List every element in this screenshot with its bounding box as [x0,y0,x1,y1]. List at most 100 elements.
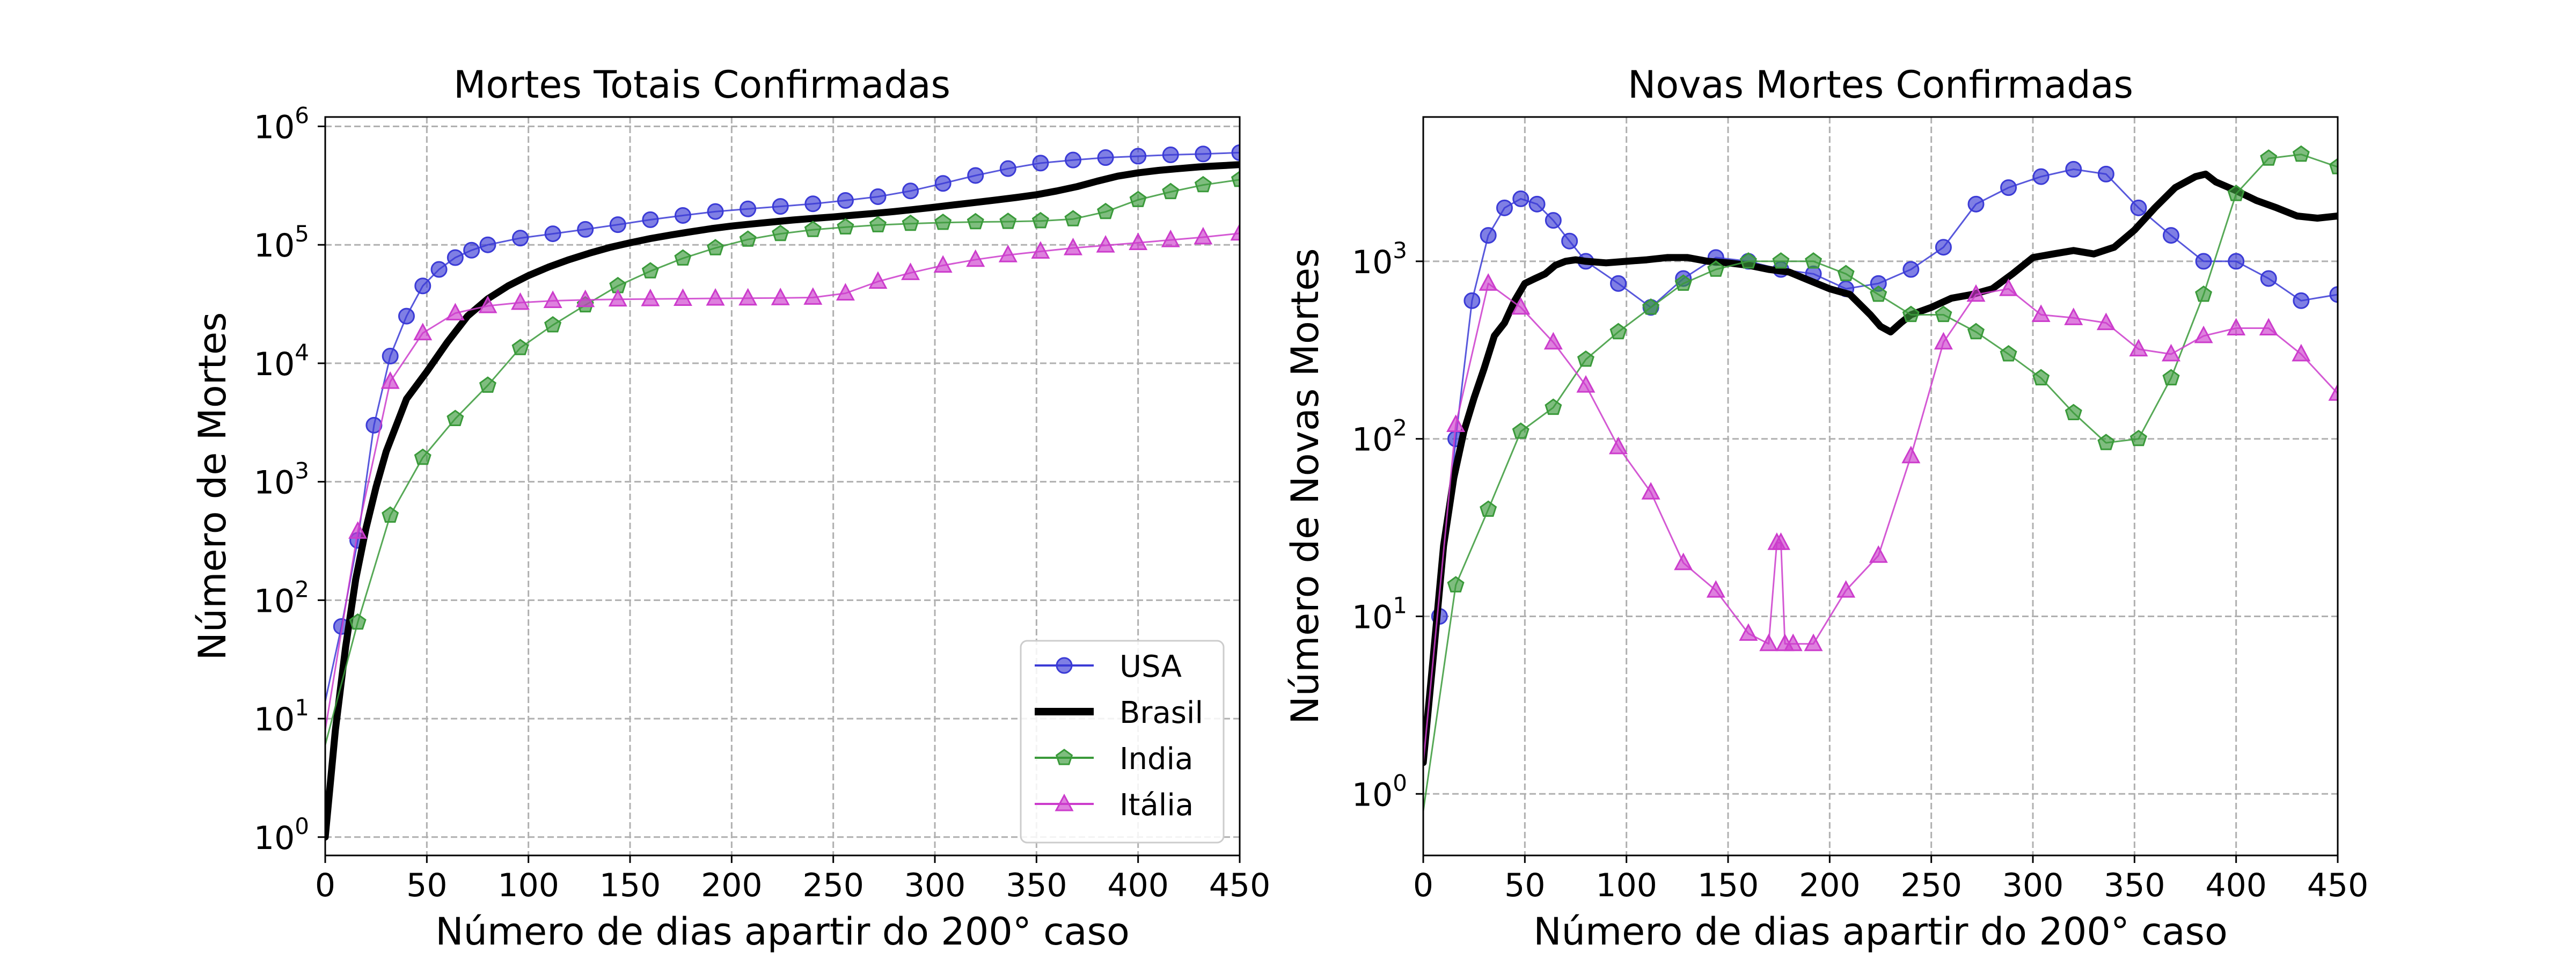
data-point-italia [348,521,368,539]
data-point-india [2129,429,2147,447]
data-point-usa [902,182,919,200]
data-point-usa [1545,212,1562,229]
data-point-usa [2162,227,2179,244]
series-clip [325,144,1240,841]
data-point-italia [1783,633,1803,652]
data-point-india [2032,369,2050,386]
data-point-india [1837,265,1855,281]
legend: USA Brasil India Itália [1020,640,1225,844]
data-point-italia [1674,552,1693,570]
chart-title: Mortes Totais Confirmadas [453,63,950,107]
y-tick-base: 10 [1352,776,1393,814]
x-tick-label: 0 [315,867,335,904]
data-point-italia [1129,232,1148,250]
x-tick-label: 450 [2307,867,2369,904]
y-tick-exponent: 3 [1393,237,1407,264]
data-point-italia [1576,375,1596,393]
x-tick-label: 300 [904,867,966,904]
x-tick-label: 50 [406,867,447,904]
data-point-india [1031,211,1049,229]
data-point-india [2260,149,2278,166]
data-point-usa [967,167,984,184]
legend-item-brasil: Brasil [1035,696,1203,730]
data-point-india [349,613,367,630]
data-point-italia [478,295,497,313]
y-tick-base: 10 [254,464,295,502]
data-point-usa [1935,239,1952,256]
legend-item-india: India [1035,742,1193,777]
data-point-usa [609,216,626,233]
data-point-usa [2329,286,2338,303]
data-point-italia [1934,332,1953,350]
data-point-italia [1543,332,1563,350]
data-point-india [739,230,757,247]
y-tick-exponent: 2 [295,576,309,602]
data-point-italia [998,245,1018,262]
x-tick-label: 50 [1504,867,1545,904]
data-point-usa [1496,199,1513,216]
y-tick-base: 10 [254,346,295,383]
data-point-usa [1610,275,1627,292]
data-point-italia [836,283,855,301]
data-point-india [2195,285,2213,302]
data-point-usa [2065,160,2082,178]
grid-lines [1423,117,2338,855]
data-point-usa [869,188,887,205]
data-point-usa [1064,151,1081,169]
data-point-italia [543,290,562,308]
y-tick-label: 101 [1352,592,1407,636]
data-point-italia [1511,297,1531,315]
data-point-usa [1528,195,1546,213]
series-india [1423,145,2338,812]
data-point-india [837,218,854,235]
x-tick-label: 350 [1006,867,1067,904]
chart-total-deaths: Mortes Totais Confirmadas 0 50 100 150 200 25… [191,63,1270,954]
data-point-india [1512,422,1529,439]
data-point-usa [2032,168,2050,185]
legend-item-usa: USA [1035,649,1182,684]
legend-box [1020,640,1225,844]
data-point-italia [901,262,920,280]
data-point-italia [1901,445,1921,464]
data-point-italia [1759,633,1779,652]
chart-new-deaths: Novas Mortes Confirmadas 0 50 100 150 200 250… [1283,63,2368,954]
y-tick-label: 106 [254,102,309,146]
data-point-usa [2195,253,2212,270]
y-tick-base: 10 [254,227,295,265]
data-point-italia [868,271,888,289]
data-point-italia [2096,312,2116,331]
plot-frame [1422,116,2339,857]
data-point-usa [2000,179,2017,196]
data-point-usa [479,236,496,253]
series-layer [325,144,1240,841]
data-point-usa [1561,232,1578,250]
y-tick-base: 10 [1352,598,1393,636]
x-axis-label: Número de dias apartir do 200° caso [1533,910,2228,954]
data-point-italia [2031,304,2051,322]
data-point-italia [673,288,692,306]
data-point-usa [382,348,399,365]
data-point-india [1194,175,1212,193]
series-brasil [1423,170,2338,766]
data-point-usa [837,192,854,209]
series-line-brasil [1423,170,2338,766]
data-point-usa [1902,261,1920,278]
legend-brasil-label: Brasil [1119,696,1203,730]
data-point-italia [1479,273,1498,291]
data-point-usa [430,261,448,278]
data-point-italia [1063,237,1082,255]
legend-item-italia: Itália [1035,788,1194,823]
data-point-usa [1480,227,1497,244]
data-point-italia [2292,343,2311,362]
series-italia [325,223,1240,731]
data-point-india [1772,252,1790,269]
x-tick-label: 450 [1209,867,1271,904]
data-point-italia [1771,532,1790,550]
y-tick-label: 100 [1352,770,1407,814]
data-point-italia [1804,633,1823,652]
data-point-italia [1706,580,1725,598]
legend-italia-marker [1055,793,1074,811]
data-point-usa [674,207,691,224]
